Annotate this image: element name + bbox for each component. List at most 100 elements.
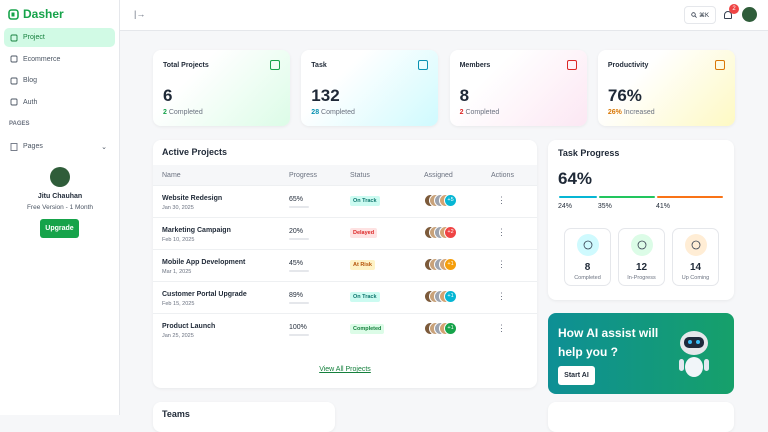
progress-track <box>289 206 309 208</box>
count-value: 8 <box>584 262 591 273</box>
project-date: Feb 10, 2025 <box>162 237 195 243</box>
bottom-card <box>548 402 734 432</box>
progress-segment <box>559 196 597 198</box>
view-all-link[interactable]: View All Projects <box>319 366 371 373</box>
upgrade-button[interactable]: Upgrade <box>40 219 79 238</box>
nav-item[interactable]: Project <box>4 28 115 47</box>
progress-track <box>289 302 309 304</box>
stat-icon <box>270 60 280 70</box>
stat-card: Productivity 76% 26% Increased <box>597 50 735 126</box>
project-date: Feb 15, 2025 <box>162 301 195 307</box>
nav-item[interactable]: Blog <box>4 71 115 90</box>
project-name: Product Launch <box>162 323 216 330</box>
stat-count: 2 <box>163 109 167 116</box>
user-plan: Free Version - 1 Month <box>26 204 94 211</box>
stat-title: Total Projects <box>163 62 209 69</box>
stat-suffix: Completed <box>321 109 355 116</box>
column-header: Name <box>162 172 181 179</box>
stat-count: 28 <box>311 109 320 116</box>
actions-menu[interactable]: ⋮ <box>497 227 506 237</box>
progress-label: 45% <box>289 260 304 267</box>
robot-illustration <box>679 331 709 377</box>
progress-track <box>289 238 309 240</box>
project-date: Mar 1, 2025 <box>162 269 192 275</box>
progress-segment <box>656 196 723 198</box>
actions-menu[interactable]: ⋮ <box>497 259 506 269</box>
stat-value: 132 <box>311 86 340 105</box>
icon <box>691 240 700 250</box>
ai-card: How AI assist will help you ? Start AI <box>548 313 734 394</box>
projects-card: Active Projects View All Projects Name Pr… <box>153 140 537 388</box>
extra-members: +2 <box>444 226 457 239</box>
card-title: Task Progress <box>558 148 620 158</box>
icon <box>637 240 646 250</box>
status-badge: At Risk <box>350 260 375 270</box>
column-header: Progress <box>289 172 318 179</box>
task-percent: 64% <box>558 169 593 188</box>
project-name: Marketing Campaign <box>162 227 231 234</box>
table-row: Customer Portal Upgrade Feb 15, 2025 89% On… <box>153 281 537 313</box>
count-label: Up Coming <box>681 275 710 281</box>
nav-pages[interactable]: Pages ⌄ <box>4 137 115 156</box>
user-name: Jitu Chauhan <box>37 193 83 200</box>
table-row: Website Redesign Jan 30, 2025 65% On Track +… <box>153 185 537 217</box>
stat-title: Task <box>311 62 327 69</box>
card-title: Active Projects <box>162 147 228 157</box>
project-name: Mobile App Development <box>162 259 246 266</box>
extra-members: +5 <box>444 194 457 207</box>
collapse-icon[interactable]: |→ <box>134 9 146 19</box>
stat-title: Members <box>459 62 491 69</box>
stat-card: Total Projects 6 2 Completed <box>153 50 290 126</box>
stat-icon <box>418 60 429 70</box>
stat-value: 6 <box>163 86 173 105</box>
nav-icon <box>10 98 18 106</box>
stat-value: 8 <box>459 86 470 105</box>
stat-caption: 2 Completed <box>460 109 500 116</box>
nav-item[interactable]: Auth <box>4 93 115 112</box>
segment-label: 24% <box>558 203 573 210</box>
progress-label: 65% <box>289 196 304 203</box>
extra-members: +1 <box>444 322 457 335</box>
profile-avatar[interactable] <box>742 7 757 22</box>
nav-label: Project <box>23 34 45 41</box>
start-ai-button[interactable]: Start AI <box>558 366 595 385</box>
progress-label: 89% <box>289 292 304 299</box>
actions-menu[interactable]: ⋮ <box>497 323 506 333</box>
stat-card: Members 8 2 Completed <box>449 50 587 126</box>
actions-menu[interactable]: ⋮ <box>497 291 506 301</box>
table-row: Mobile App Development Mar 1, 2025 45% At R… <box>153 249 537 281</box>
nav-label: Ecommerce <box>23 55 61 63</box>
icon <box>583 240 592 250</box>
ai-title: How AI assist will help you ? <box>558 326 659 359</box>
nav-icon <box>10 77 18 84</box>
progress-track <box>289 270 309 272</box>
segment-label: 35% <box>597 203 612 210</box>
progress-label: 20% <box>289 228 304 235</box>
notification-badge: 2 <box>729 4 739 14</box>
search-button[interactable]: ⌘K <box>684 6 716 24</box>
segment-label: 41% <box>655 203 670 210</box>
stat-suffix: Increased <box>623 109 655 116</box>
status-badge: On Track <box>350 292 380 302</box>
progress-segment <box>598 196 655 198</box>
stat-count: 26% <box>607 109 622 116</box>
count-value: 12 <box>635 262 648 273</box>
brand-name: Dasher <box>23 7 64 21</box>
nav-item[interactable]: Ecommerce <box>4 50 115 69</box>
page: {"brand":"Dasher", "nav":["Project","Eco… <box>0 0 768 419</box>
stat-caption: 26% Increased <box>608 109 655 116</box>
teams-card: Teams <box>153 402 335 432</box>
bell-icon[interactable] <box>724 11 732 19</box>
nav-label: Pages <box>23 143 43 150</box>
actions-menu[interactable]: ⋮ <box>497 195 506 205</box>
status-badge: Completed <box>350 324 385 334</box>
sidebar: Dasher PAGES Pages ⌄ Jitu Chauhan Free Ve… <box>0 0 120 415</box>
task-progress-card: Task Progress 64% 24% 35% 41% 8 Completed 12 I… <box>548 140 734 300</box>
count-label: Completed <box>574 275 601 281</box>
count-value: 14 <box>689 262 702 273</box>
extra-members: +1 <box>444 290 457 303</box>
card-title: Teams <box>162 409 190 419</box>
stat-caption: 2 Completed <box>163 109 203 116</box>
stat-title: Productivity <box>607 62 649 69</box>
project-name: Website Redesign <box>162 195 223 202</box>
